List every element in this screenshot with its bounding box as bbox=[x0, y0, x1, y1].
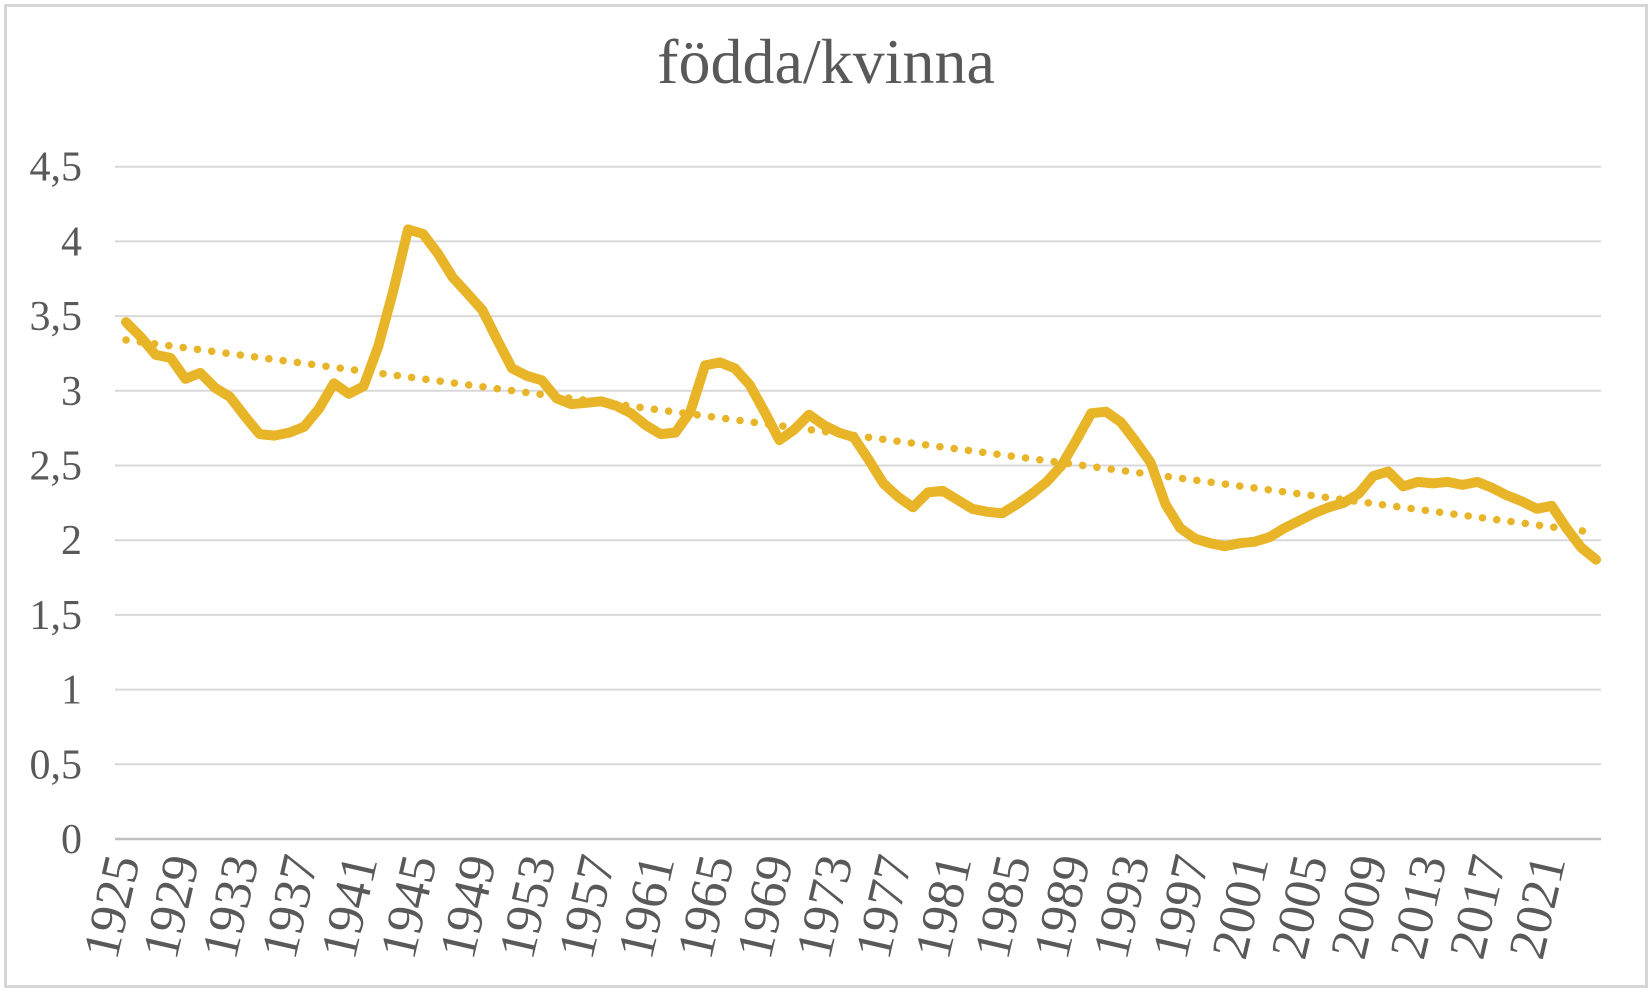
trend-dotted-line bbox=[122, 336, 1600, 537]
fertility-line-series bbox=[121, 224, 1602, 565]
chart-title: födda/kvinna bbox=[657, 26, 995, 97]
y-tick-label: 4,5 bbox=[30, 145, 83, 191]
y-tick-label: 3 bbox=[61, 369, 82, 415]
x-axis-labels: 1925192919331937194119451949195319571961… bbox=[73, 850, 1578, 964]
y-tick-label: 0,5 bbox=[30, 742, 83, 788]
gridlines bbox=[115, 165, 1601, 841]
y-tick-label: 2 bbox=[61, 518, 82, 564]
y-tick-label: 3,5 bbox=[30, 294, 83, 340]
y-tick-label: 1 bbox=[61, 668, 82, 714]
y-tick-label: 2,5 bbox=[30, 444, 83, 490]
y-tick-label: 4 bbox=[61, 219, 82, 265]
y-tick-label: 0 bbox=[61, 817, 82, 863]
y-axis-labels: 4,5 4 3,5 3 2,5 2 1,5 1 0,5 0 bbox=[30, 145, 83, 863]
y-tick-label: 1,5 bbox=[30, 593, 83, 639]
